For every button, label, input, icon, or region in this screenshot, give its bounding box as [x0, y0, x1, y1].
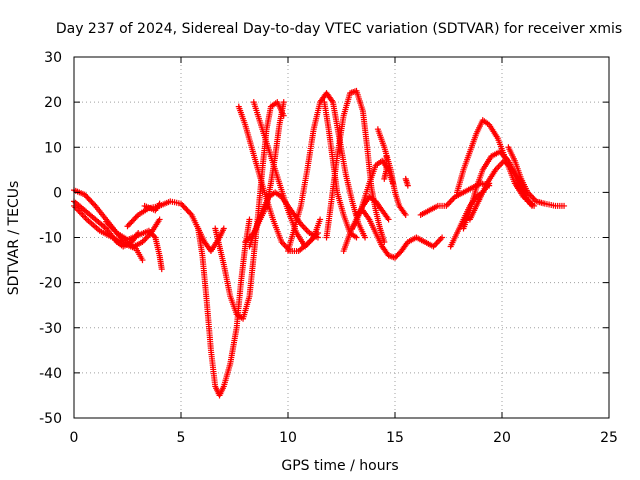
data-point	[151, 233, 158, 240]
y-tick-label: 0	[53, 185, 62, 201]
data-point	[531, 202, 538, 209]
y-axis-label: SDTVAR / TECUs	[6, 181, 22, 296]
data-point	[139, 257, 146, 264]
data-point	[156, 216, 163, 223]
data-point	[242, 239, 249, 246]
grid-lines	[74, 57, 609, 418]
x-tick-label: 10	[279, 430, 297, 446]
y-tick-label: 10	[44, 140, 62, 156]
y-tick-label: 20	[44, 95, 62, 111]
x-tick-label: 15	[386, 430, 404, 446]
y-tick-label: -40	[39, 366, 62, 382]
series-arc-aa	[505, 144, 568, 209]
series-arc-i	[235, 103, 321, 255]
data-point	[353, 234, 360, 241]
data-point	[402, 211, 409, 218]
data-point	[314, 234, 321, 241]
y-tick-label: -10	[39, 231, 62, 247]
series-arc-d	[103, 218, 165, 273]
data-point	[385, 216, 392, 223]
y-tick-label: -30	[39, 321, 62, 337]
data-point	[383, 153, 390, 160]
chart-title: Day 237 of 2024, Sidereal Day-to-day VTE…	[56, 21, 622, 37]
series-arc-c	[71, 202, 146, 264]
data-point	[381, 239, 388, 246]
series-arc-l	[242, 99, 287, 246]
x-tick-label: 25	[600, 430, 618, 446]
series-arc-r	[374, 126, 409, 218]
x-tick-label: 5	[177, 430, 186, 446]
data-layer	[71, 87, 568, 399]
ticks: 0 5 10 15 20 25 -50 -40 -30 -20 -10 0 10 20 30	[39, 50, 618, 446]
y-tick-label: -20	[39, 276, 62, 292]
data-point	[220, 225, 227, 232]
data-point	[439, 234, 446, 241]
series-arc-n	[323, 87, 388, 246]
x-tick-label: 20	[493, 430, 511, 446]
data-point	[156, 200, 163, 207]
series-arc-t	[381, 153, 390, 182]
series-arc-e	[124, 198, 227, 255]
series-arc-g	[195, 216, 253, 399]
y-tick-label: 30	[44, 50, 62, 66]
series-arc-f	[141, 200, 163, 214]
y-tick-label: -50	[39, 411, 62, 427]
data-point	[317, 216, 324, 223]
series-arc-s	[353, 207, 446, 261]
x-tick-label: 0	[70, 430, 79, 446]
series-arc-m	[285, 90, 369, 255]
data-point	[404, 182, 411, 189]
data-point	[158, 266, 165, 273]
data-point	[561, 202, 568, 209]
series-arc-u	[402, 175, 411, 189]
series-arc-p	[340, 193, 392, 255]
data-point	[246, 216, 253, 223]
x-axis-label: GPS time / hours	[281, 458, 398, 474]
data-point	[362, 234, 369, 241]
